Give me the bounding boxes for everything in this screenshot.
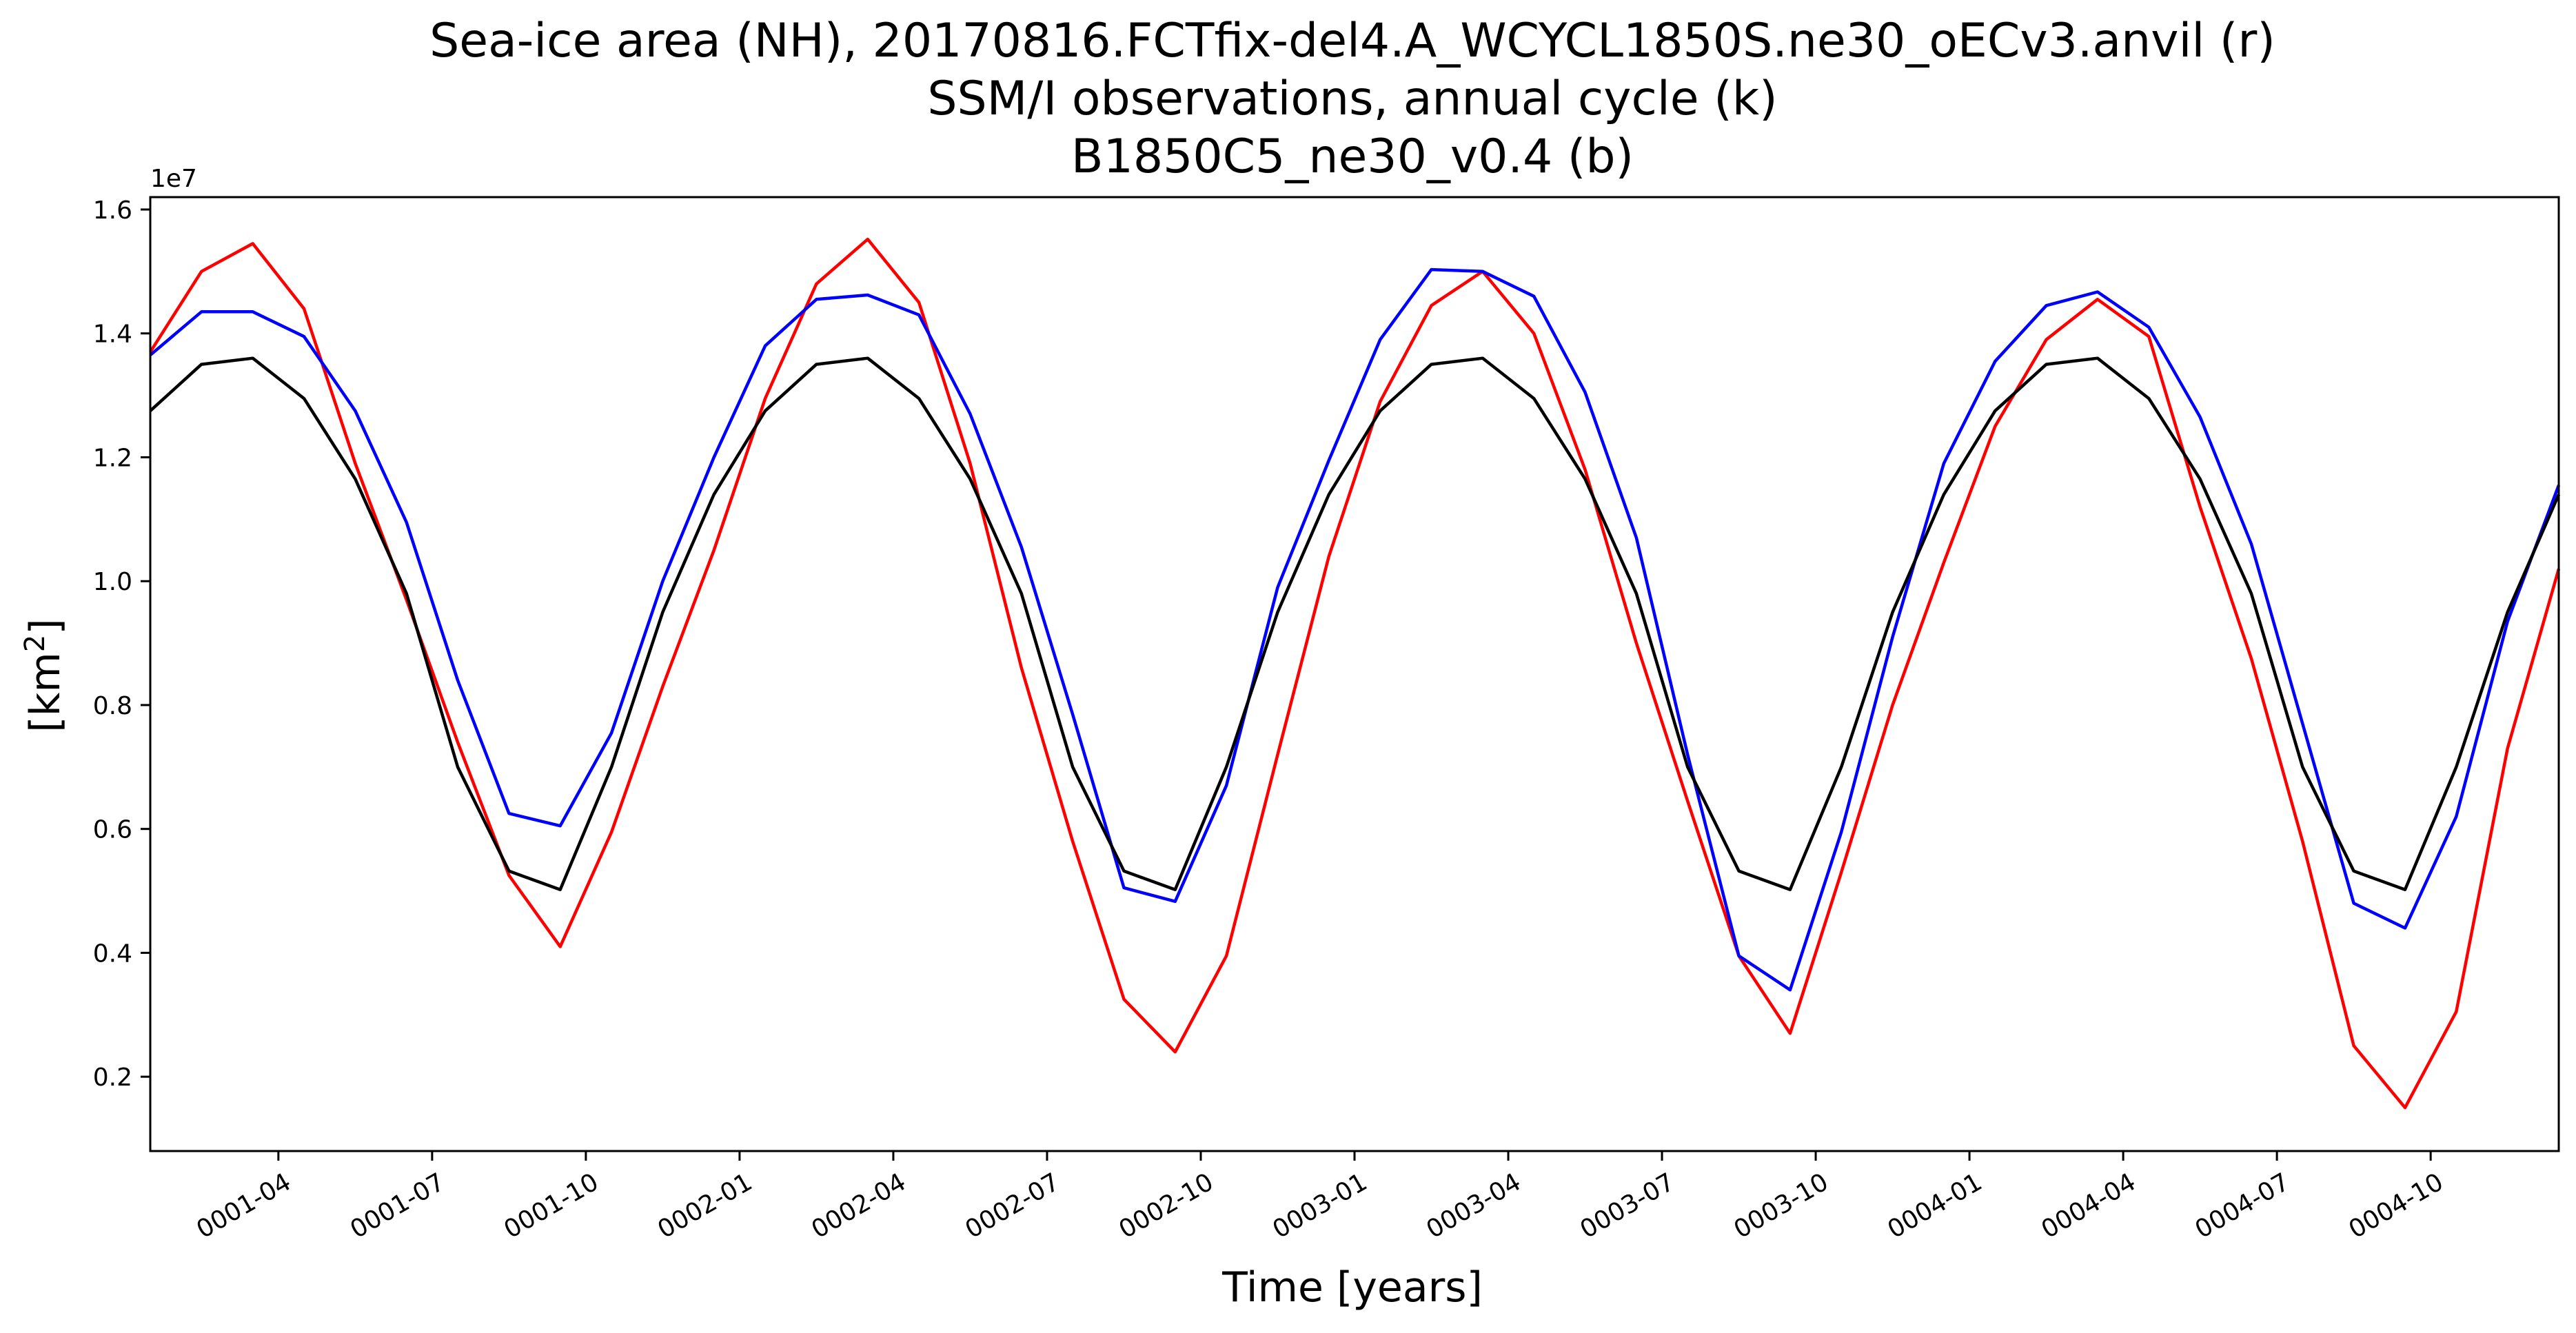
- x-axis-label: Time [years]: [1221, 1263, 1483, 1312]
- series-line-1: [149, 267, 2561, 992]
- title-line-2: SSM/I observations, annual cycle (k): [927, 72, 1777, 126]
- y-axis: 0.2 0.4 0.6 0.8 1.0 1.2 1.4 1.6: [93, 196, 150, 1092]
- y-tick-label: 0.2: [93, 1064, 132, 1092]
- chart-title: Sea-ice area (NH), 20170816.FCTfix-del4.…: [429, 14, 2275, 184]
- y-tick-label: 1.0: [93, 568, 132, 596]
- y-axis-offset-label: 1e7: [150, 165, 197, 193]
- y-tick-label: 0.4: [93, 939, 132, 968]
- y-axis-label-superscript: 2: [19, 635, 51, 652]
- y-tick-label: 1.2: [93, 444, 132, 472]
- y-axis-label-text: [km: [21, 652, 70, 733]
- y-tick-label: 1.6: [93, 196, 132, 225]
- y-tick-label: 1.4: [93, 320, 132, 349]
- y-tick-label: 0.6: [93, 816, 132, 844]
- y-axis-label-close: ]: [21, 618, 70, 634]
- y-axis-label: [km2]: [19, 618, 70, 732]
- series-line-2: [149, 356, 2561, 891]
- series-group: [149, 237, 2561, 1110]
- series-line-0: [149, 237, 2561, 1110]
- y-tick-label: 0.8: [93, 692, 132, 720]
- title-line-1: Sea-ice area (NH), 20170816.FCTfix-del4.…: [429, 14, 2275, 68]
- title-line-3: B1850C5_ne30_v0.4 (b): [1071, 130, 1634, 184]
